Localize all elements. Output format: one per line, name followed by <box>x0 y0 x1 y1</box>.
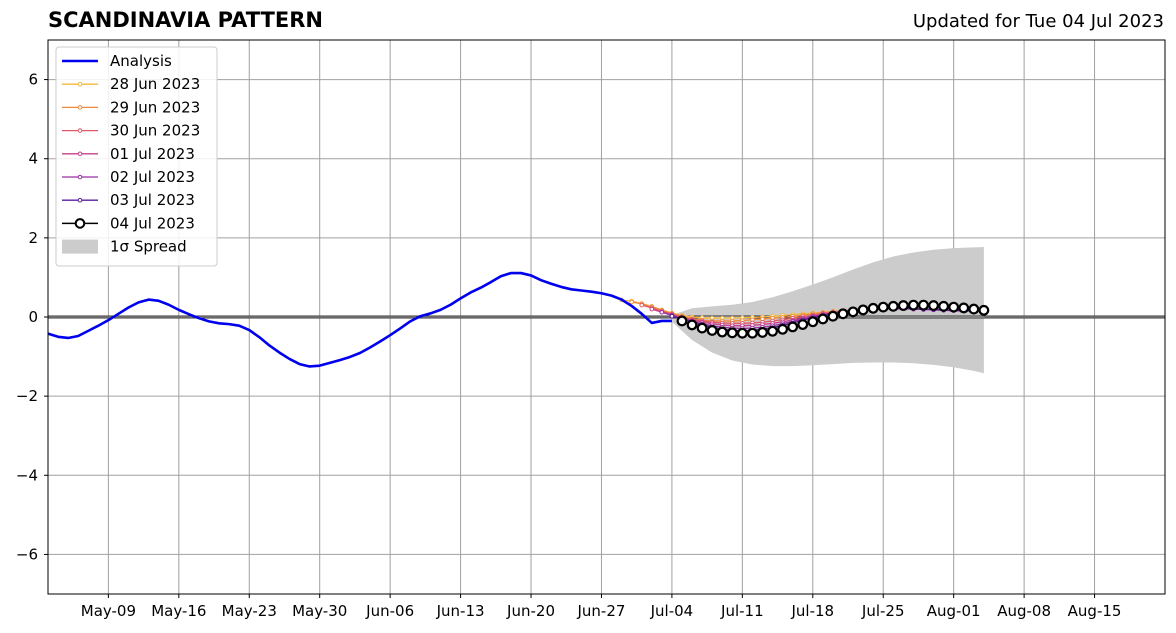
axes: May-09 May-16 May-23 May-30 Jun-06 Jun-13 Jun-… <box>16 71 1122 620</box>
data-point <box>716 326 728 338</box>
legend-marker <box>77 81 83 87</box>
data-point <box>928 300 939 311</box>
forecast-series <box>619 297 990 339</box>
data-point <box>726 327 738 339</box>
x-tick-label: Aug-01 <box>927 602 981 620</box>
x-tick-label: May-23 <box>222 602 277 620</box>
data-point <box>807 316 819 328</box>
legend-label: 1σ Spread <box>110 238 187 256</box>
analysis-series <box>47 271 672 368</box>
data-point <box>958 302 970 314</box>
data-point <box>867 302 879 314</box>
data-point <box>649 306 655 312</box>
data-point <box>908 299 919 311</box>
x-tick-label: May-16 <box>151 602 206 620</box>
data-point <box>897 300 909 311</box>
legend-marker <box>74 218 86 229</box>
legend-item: 28 Jun 2023 <box>62 75 200 93</box>
legend-item: 04 Jul 2023 <box>62 214 195 232</box>
legend-item: Analysis <box>62 52 172 70</box>
data-point <box>676 315 688 327</box>
data-point <box>757 327 768 338</box>
data-point <box>787 321 799 333</box>
data-point <box>686 319 698 331</box>
x-tick-label: Jun-27 <box>576 602 625 620</box>
y-tick-label: −6 <box>16 545 38 563</box>
analysis-line <box>47 271 672 368</box>
data-point <box>669 313 675 319</box>
x-tick-label: Jun-06 <box>365 602 414 620</box>
legend-item: 29 Jun 2023 <box>62 98 200 116</box>
x-tick-label: Jul-11 <box>720 602 764 620</box>
x-tick-label: Aug-15 <box>1068 602 1122 620</box>
legend-item: 01 Jul 2023 <box>62 145 195 163</box>
legend-label: 28 Jun 2023 <box>110 75 200 93</box>
data-point <box>887 300 899 312</box>
data-point <box>797 319 809 330</box>
legend-marker <box>77 105 83 110</box>
y-tick-label: −4 <box>16 466 38 484</box>
data-point <box>847 306 859 318</box>
data-point <box>639 302 645 308</box>
legend-label: 02 Jul 2023 <box>110 168 195 186</box>
data-point <box>827 310 839 322</box>
data-point <box>857 304 869 316</box>
legend-marker <box>77 151 83 157</box>
data-point <box>938 300 950 312</box>
legend-label: 03 Jul 2023 <box>110 191 195 209</box>
legend-label: 01 Jul 2023 <box>110 145 195 163</box>
legend-item: 02 Jul 2023 <box>62 168 195 186</box>
y-tick-label: −2 <box>16 387 38 405</box>
data-point <box>817 313 829 325</box>
y-tick-label: 2 <box>28 229 38 247</box>
x-tick-label: Aug-08 <box>997 602 1051 620</box>
legend-label: Analysis <box>110 52 172 70</box>
updated-label: Updated for Tue 04 Jul 2023 <box>912 11 1164 32</box>
grid <box>48 40 1165 594</box>
legend-marker <box>77 174 83 180</box>
x-tick-label: Jul-18 <box>790 602 834 620</box>
zero-line <box>48 315 1165 319</box>
data-point <box>948 301 960 313</box>
data-point <box>918 299 929 311</box>
x-tick-label: Jul-04 <box>650 602 694 620</box>
data-point <box>837 308 849 320</box>
legend-item: 03 Jul 2023 <box>62 191 195 209</box>
y-tick-label: 6 <box>28 71 38 89</box>
legend-marker <box>77 197 83 203</box>
legend-item: 1σ Spread <box>62 238 187 256</box>
data-point <box>767 325 778 337</box>
legend-swatch <box>62 239 98 254</box>
x-tick-label: Jun-13 <box>436 602 485 620</box>
spread-band <box>671 246 984 374</box>
legend-box <box>55 46 218 267</box>
legend: Analysis 28 Jun 2023 29 Jun 2023 30 Jun 202… <box>55 46 218 267</box>
data-point <box>736 327 748 339</box>
page-title: SCANDINAVIA PATTERN <box>48 8 323 32</box>
data-point <box>777 323 789 335</box>
data-point <box>968 303 980 315</box>
legend-label: 04 Jul 2023 <box>110 214 195 232</box>
series-6 <box>676 299 990 339</box>
data-point <box>978 304 990 316</box>
data-point <box>659 309 665 315</box>
data-point <box>706 325 718 336</box>
y-tick-label: 4 <box>28 150 38 168</box>
x-tick-label: May-09 <box>81 602 136 620</box>
legend-marker <box>77 128 83 133</box>
x-tick-label: Jul-25 <box>861 602 905 620</box>
x-tick-label: May-30 <box>292 602 347 620</box>
data-point <box>629 299 634 305</box>
legend-label: 29 Jun 2023 <box>110 98 200 116</box>
legend-item: 30 Jun 2023 <box>62 122 200 140</box>
legend-label: 30 Jun 2023 <box>110 122 200 140</box>
spread-area <box>671 246 984 374</box>
y-tick-label: 0 <box>28 308 38 326</box>
data-point <box>877 301 889 313</box>
data-point <box>696 322 708 334</box>
x-tick-label: Jun-20 <box>506 602 555 620</box>
data-point <box>747 327 758 339</box>
